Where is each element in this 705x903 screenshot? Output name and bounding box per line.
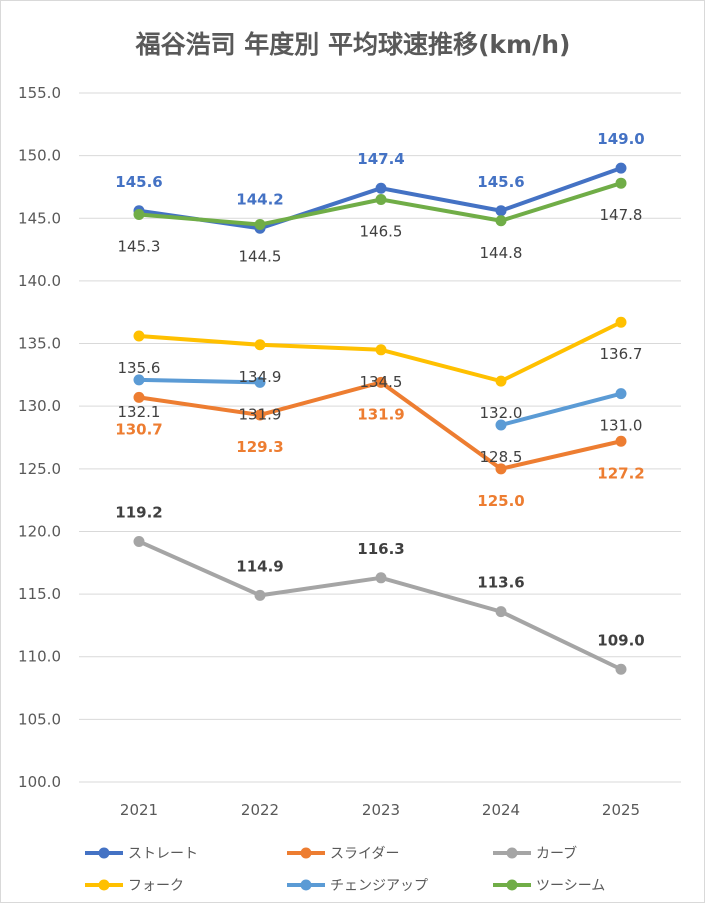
series-2-line	[137, 539, 623, 672]
y-tick-label: 135.0	[18, 335, 61, 353]
series-1-line	[137, 380, 623, 471]
x-tick-label: 2025	[602, 801, 640, 819]
series-4-point	[133, 374, 145, 386]
series-5-data-label: 145.3	[118, 238, 161, 256]
y-tick-label: 105.0	[18, 710, 61, 728]
series-1-point	[495, 463, 507, 475]
series-2-point	[615, 663, 627, 675]
series-1-data-label: 125.0	[477, 492, 524, 510]
data-labels: 145.6 144.2 147.4 145.6 149.0 130.7 129.3 131.9…	[115, 130, 644, 649]
series-3-data-label: 132.0	[480, 404, 523, 422]
series-2-data-label: 114.9	[236, 557, 283, 575]
series-1-point	[615, 435, 627, 447]
y-tick-label: 125.0	[18, 460, 61, 478]
y-tick-label: 130.0	[18, 397, 61, 415]
series-1-data-label: 129.3	[236, 438, 283, 456]
series-0-point	[615, 162, 627, 174]
series-1-point	[375, 376, 387, 388]
series-2-point	[375, 572, 387, 584]
series-3-point	[375, 344, 387, 356]
series-5-data-label: 144.8	[480, 244, 523, 262]
y-tick-label: 110.0	[18, 648, 61, 666]
series-3-point	[495, 375, 507, 387]
series-3-point	[133, 330, 145, 342]
x-tick-label: 2024	[482, 801, 520, 819]
legend-marker	[300, 879, 312, 891]
legend-marker	[98, 847, 110, 859]
series-1-data-label: 131.9	[357, 405, 404, 423]
series-0-data-label: 144.2	[236, 190, 283, 208]
legend-entry: スライダー	[330, 846, 399, 862]
y-tick-label: 120.0	[18, 522, 61, 540]
y-tick-label: 155.0	[18, 84, 61, 102]
series-2-data-label: 109.0	[597, 631, 644, 649]
series-4-point	[615, 388, 627, 400]
series-3-data-label: 135.6	[118, 359, 161, 377]
series-4-line	[137, 377, 262, 385]
series-2-data-label: 113.6	[477, 574, 524, 592]
series-4-data-label: 131.0	[600, 417, 643, 435]
series-4-point	[495, 419, 507, 431]
series-5-point	[495, 215, 507, 227]
series-3-data-label: 134.5	[360, 373, 403, 391]
x-tick-label: 2021	[120, 801, 158, 819]
series-5-point	[615, 177, 627, 189]
series-0-data-label: 145.6	[115, 173, 162, 191]
series-1-data-label: 130.7	[115, 420, 162, 438]
series-5-point	[254, 219, 266, 231]
series-2-point	[254, 589, 266, 601]
series-0-data-label: 147.4	[357, 150, 404, 168]
series-3-data-label: 136.7	[600, 345, 643, 363]
legend-marker	[506, 879, 518, 891]
y-tick-label: 145.0	[18, 209, 61, 227]
legend-entry: カーブ	[536, 845, 577, 862]
legend-entry: ツーシーム	[536, 878, 605, 894]
series-4-point	[254, 376, 266, 388]
series-5-point	[375, 193, 387, 205]
legend-marker	[506, 847, 518, 859]
series-2-point	[495, 606, 507, 618]
series-2-point	[133, 535, 145, 547]
series-lines	[133, 162, 627, 675]
legend-entry: ストレート	[128, 846, 198, 862]
series-4-data-label: 131.9	[239, 405, 282, 423]
y-tick-label: 140.0	[18, 272, 61, 290]
series-3-point	[615, 316, 627, 328]
legend-marker	[300, 847, 312, 859]
x-axis-ticks: 2021 2022 2023 2024 2025	[120, 801, 640, 819]
series-5-data-label: 144.5	[239, 248, 282, 266]
x-tick-label: 2022	[241, 801, 279, 819]
gridlines	[79, 92, 681, 783]
x-tick-label: 2023	[362, 801, 400, 819]
legend-marker	[98, 879, 110, 891]
series-2-data-label: 116.3	[357, 540, 404, 558]
y-tick-label: 150.0	[18, 147, 61, 165]
chart-title: 福谷浩司 年度別 平均球速推移(km/h)	[135, 30, 571, 59]
y-tick-label: 100.0	[18, 773, 61, 791]
series-0-point	[495, 205, 507, 217]
series-3-point	[254, 339, 266, 351]
y-tick-label: 115.0	[18, 585, 61, 603]
series-1-point	[254, 409, 266, 421]
series-1-point	[133, 391, 145, 403]
series-0-data-label: 145.6	[477, 173, 524, 191]
series-4-data-label: 132.1	[118, 403, 161, 421]
series-5-data-label: 146.5	[360, 222, 403, 240]
series-0-point	[375, 182, 387, 194]
series-1-data-label: 127.2	[597, 464, 644, 482]
legend-entry: チェンジアップ	[330, 878, 428, 894]
y-axis-ticks: 100.0 105.0 110.0 115.0 120.0 125.0 130.0 135.0…	[18, 84, 61, 791]
series-4-data-label: 128.5	[480, 448, 523, 466]
series-0-data-label: 149.0	[597, 130, 644, 148]
series-5-data-label: 147.8	[600, 206, 643, 224]
series-4-line	[499, 391, 623, 427]
legend-entry: フォーク	[128, 878, 184, 894]
series-5-point	[133, 209, 145, 221]
series-2-data-label: 119.2	[115, 503, 162, 521]
series-3-data-label: 134.9	[239, 368, 282, 386]
